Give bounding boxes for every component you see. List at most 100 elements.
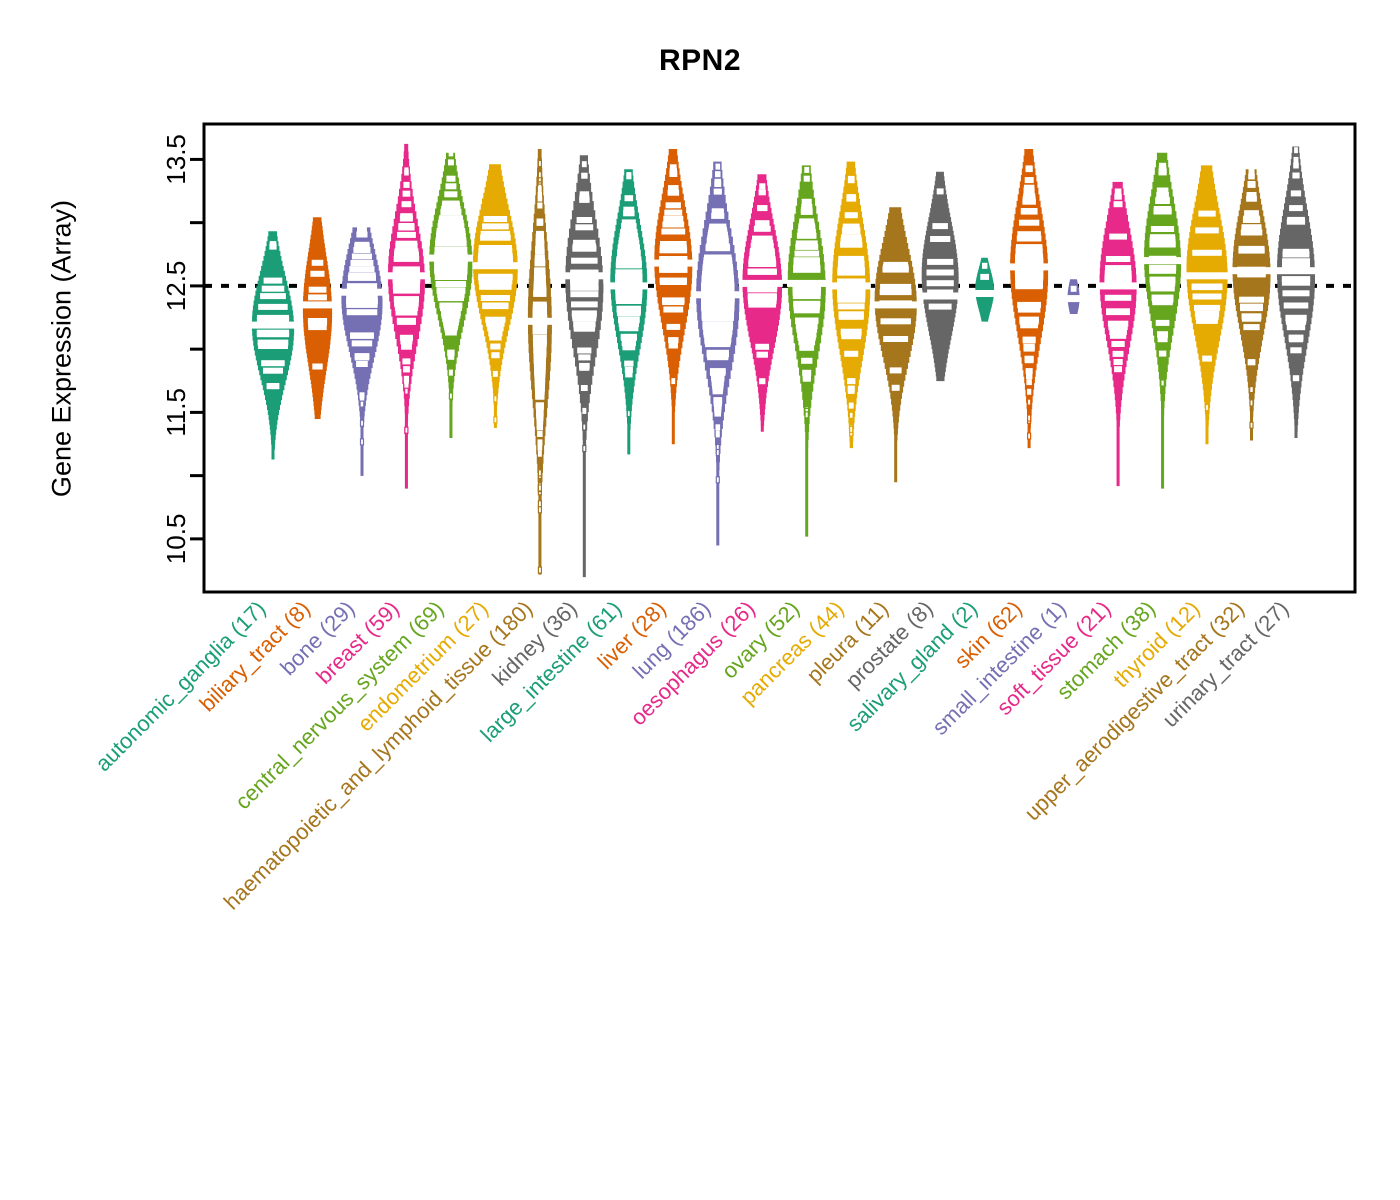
plot-frame [202,122,1357,594]
sample-point [480,234,511,241]
sample-point [1158,350,1167,357]
sample-point [702,323,733,330]
sample-point [713,397,723,404]
sample-point [258,303,288,310]
median-bar [921,292,959,300]
sample-point [1289,205,1303,212]
sample-point [536,411,544,418]
sample-point [401,343,412,350]
sample-point [662,221,685,228]
median-bar [527,317,553,325]
sample-point [701,278,735,285]
sample-point [404,382,409,389]
sample-point [359,392,365,399]
sample-point [840,241,863,248]
sample-point [1194,310,1220,317]
sample-point [493,416,498,424]
sample-point [659,244,687,251]
sample-point [535,246,545,253]
sample-point [575,224,594,231]
sample-point [395,242,418,249]
sample-point [534,254,545,261]
sample-point [1293,162,1299,169]
violin-biliary_tract [302,217,333,420]
sample-point [1294,147,1298,154]
sample-point [434,274,467,280]
chart-title: RPN2 [658,44,742,77]
sample-point [1015,283,1043,290]
sample-point [624,366,633,373]
sample-point [1281,276,1311,283]
sample-point [537,202,543,209]
sample-point [404,169,409,176]
median-bar [387,272,426,280]
sample-point [310,270,325,277]
sample-point [615,274,643,280]
sample-point [533,351,547,358]
sample-point [404,426,409,434]
sample-point [837,268,865,275]
sample-point [1248,173,1255,180]
sample-point [570,284,599,291]
sample-point [1238,245,1265,252]
sample-point [263,367,283,374]
sample-point [982,262,988,269]
median-bar [695,291,741,299]
y-axis-tick-label: 12.5 [161,261,191,312]
sample-point [256,331,290,338]
sample-point [1149,264,1177,271]
sample-point [615,292,643,299]
violin-lung [695,161,741,546]
sample-point [532,335,547,341]
sample-point [1107,320,1129,327]
sample-point [659,266,688,273]
sample-point [793,307,820,314]
sample-point [669,164,677,171]
sample-point [1194,304,1221,311]
sample-point [659,277,687,284]
sample-point [533,284,547,291]
sample-point [573,321,596,328]
sample-point [571,310,597,317]
sample-point [715,476,720,484]
sample-point [701,310,735,317]
sample-point [1015,260,1044,267]
sample-point [1240,304,1263,311]
sample-point [1014,269,1044,276]
sample-point [838,313,864,320]
sample-point [626,409,631,418]
sample-point [748,301,777,308]
sample-point [711,212,725,219]
sample-point [1241,224,1262,231]
sample-point [441,202,460,209]
sample-point [701,274,734,281]
sample-point [804,166,810,173]
sample-point [799,344,815,351]
sample-point [1282,290,1310,297]
sample-point [1112,350,1124,357]
sample-point [1105,256,1131,262]
sample-point [749,249,775,256]
sample-point [847,177,855,184]
sample-point [534,376,546,383]
sample-point [448,159,454,166]
sample-point [1191,284,1223,291]
sample-point [1157,336,1168,343]
sample-point [668,185,679,192]
sample-point [704,337,731,344]
sample-point [849,425,854,433]
median-bar [1066,295,1081,303]
violin-autonomic_ganglia [251,231,295,460]
sample-point [1290,190,1302,197]
sample-point [624,360,634,367]
sample-point [1020,322,1038,329]
sample-point [534,270,546,277]
sample-point [1244,210,1259,217]
sample-point [1027,388,1032,395]
sample-point [711,209,724,216]
sample-point [793,259,820,266]
sample-point [841,333,861,340]
sample-point [536,418,544,425]
sample-point [308,324,327,331]
sample-point [354,354,370,361]
